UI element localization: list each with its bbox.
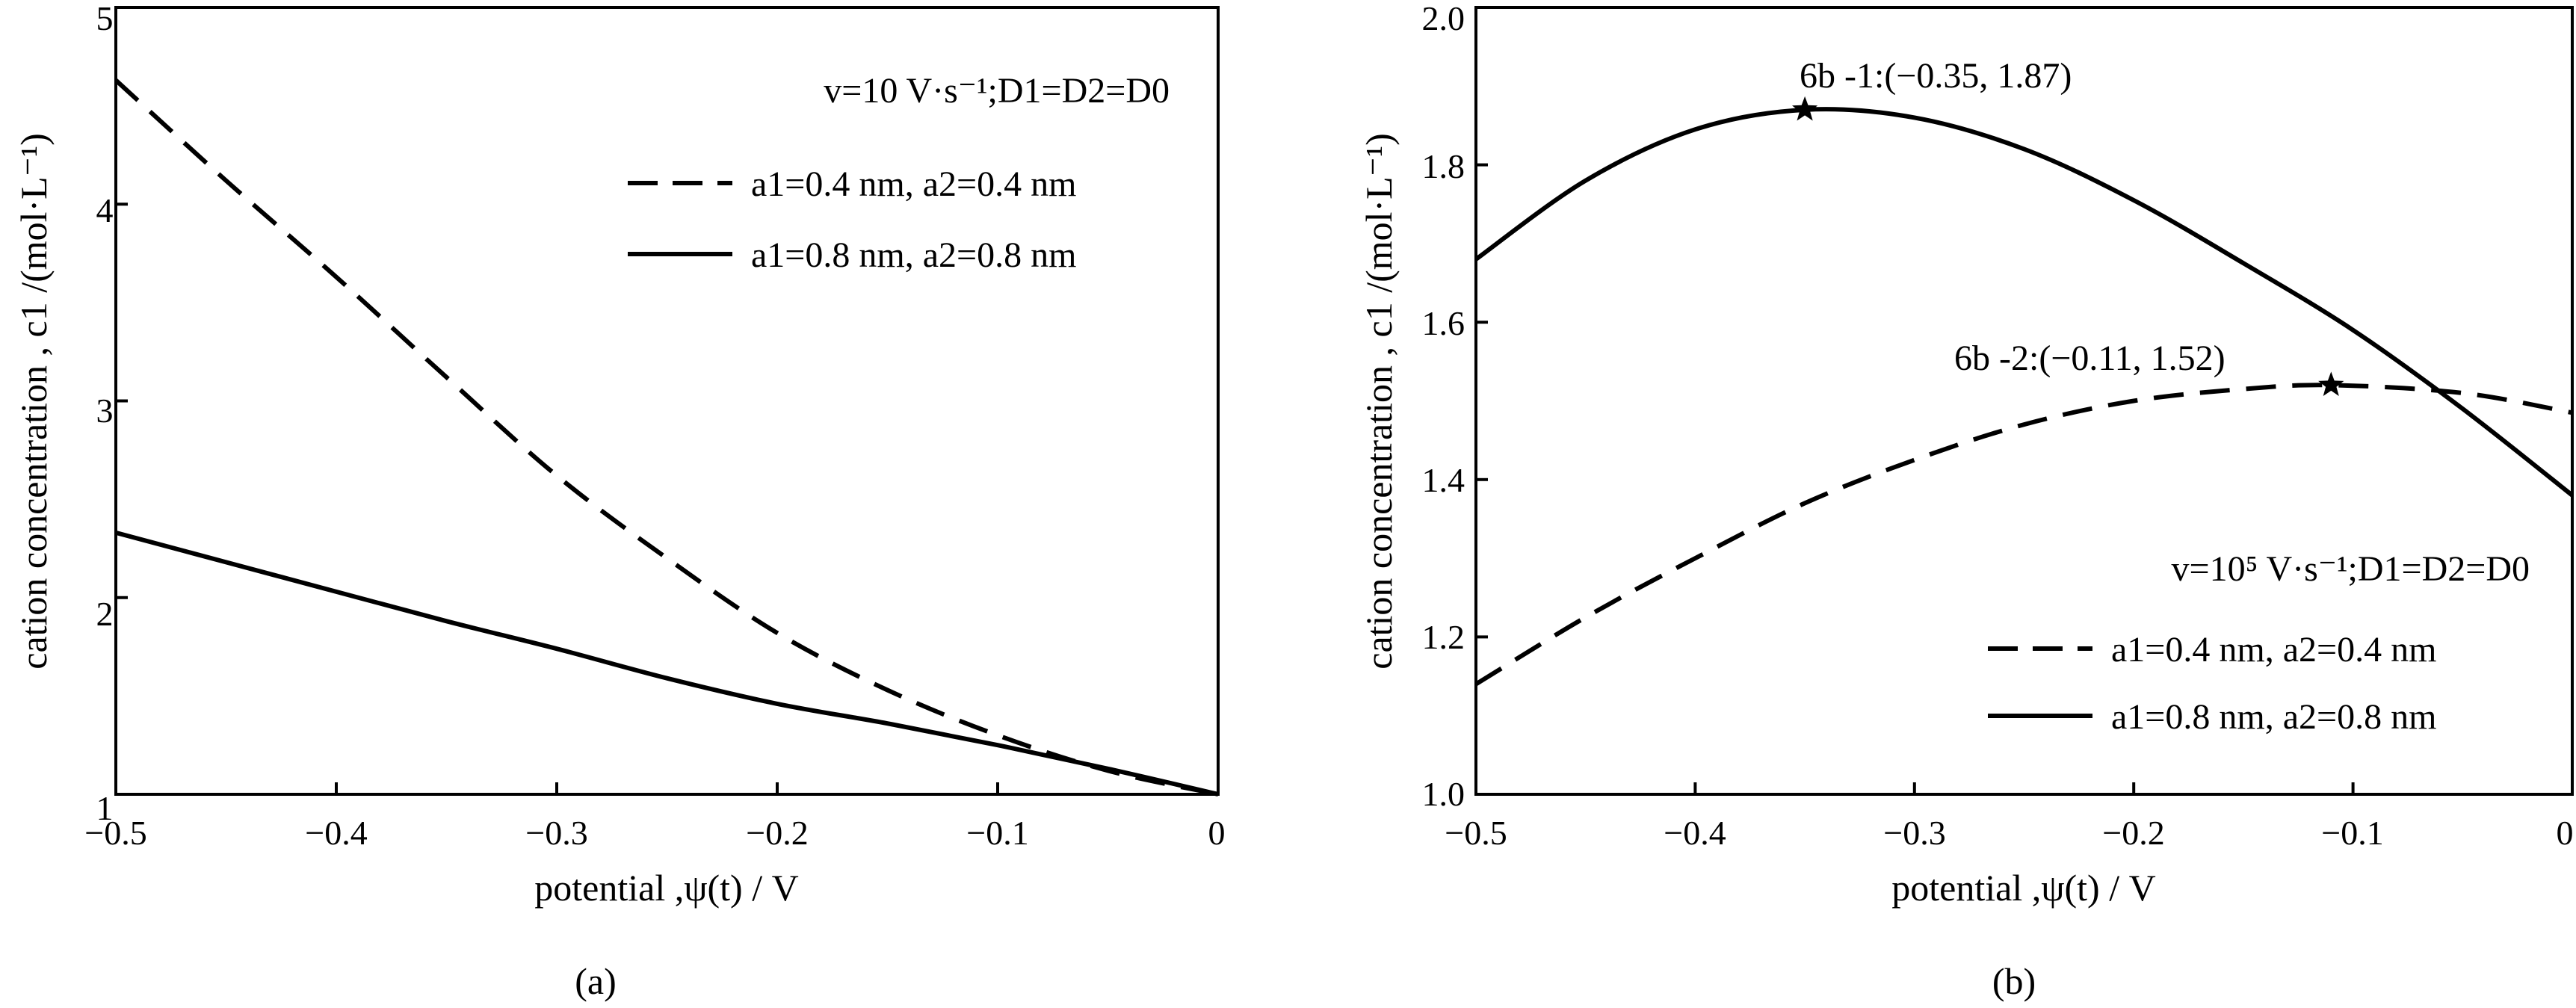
y-axis-label-a: cation concentration , c1 /(mol·L⁻¹)	[13, 133, 55, 670]
y-tick-label-b: 1.8	[1422, 147, 1465, 185]
axis-ticks-b	[1474, 6, 2574, 796]
x-tick-label-a: −0.1	[966, 814, 1028, 852]
y-tick-label-b: 2.0	[1422, 0, 1465, 37]
panel-a: 1 2 3 4 5 −0.5 −0.4 −0.3 −0.2 −0.1 0 pot…	[13, 0, 1226, 1002]
x-tick-label-b: −0.2	[2102, 814, 2164, 852]
x-tick-label-a: 0	[1208, 814, 1226, 852]
legend-title-a: v=10 V·s⁻¹;D1=D2=D0	[824, 71, 1170, 111]
series-group-b	[1474, 107, 2574, 687]
legend-label-a: a1=0.8 nm, a2=0.8 nm	[751, 235, 1076, 275]
x-tick-label-a: −0.3	[525, 814, 587, 852]
series-line-dashed-a	[114, 78, 1219, 797]
series-line-dashed-b	[1474, 383, 2573, 687]
legend-label-a: a1=0.4 nm, a2=0.4 nm	[751, 164, 1076, 204]
panel-label-b: (b)	[1992, 960, 2036, 1002]
series-line-solid-b	[1474, 107, 2574, 498]
y-axis-label-b: cation concentration , c1 /(mol·L⁻¹)	[1358, 133, 1400, 670]
panel-b: 1.0 1.2 1.4 1.6 1.8 2.0 −0.5 −0.4 −0.3 −…	[1358, 0, 2574, 1002]
y-tick-label-b: 1.4	[1422, 461, 1465, 499]
series-line-solid-a	[115, 531, 1219, 797]
annotation-star-marker	[2318, 371, 2344, 396]
y-tick-label-b: 1.6	[1422, 304, 1465, 342]
legend-title-b: v=10⁵ V·s⁻¹;D1=D2=D0	[2172, 549, 2530, 589]
y-tick-label-b: 1.0	[1422, 775, 1465, 813]
x-tick-label-b: −0.5	[1445, 814, 1507, 852]
y-tick-label-a: 4	[96, 191, 114, 229]
x-tick-label-b: −0.1	[2321, 814, 2383, 852]
y-tick-label-b: 1.2	[1422, 618, 1465, 656]
annotation-label-b: 6b -1:(−0.35, 1.87)	[1800, 56, 2072, 96]
y-tick-label-a: 2	[96, 595, 114, 633]
x-tick-label-a: −0.4	[305, 814, 367, 852]
x-tick-label-b: −0.3	[1883, 814, 1945, 852]
axis-ticks-a	[114, 6, 1220, 796]
x-axis-label-b: potential ,ψ(t) / V	[1891, 867, 2155, 909]
x-tick-label-b: 0	[2557, 814, 2574, 852]
annotation-markers-b	[1792, 96, 2344, 396]
x-tick-label-a: −0.5	[84, 814, 146, 852]
y-tick-label-a: 5	[96, 0, 114, 37]
x-tick-label-a: −0.2	[746, 814, 808, 852]
y-tick-label-a: 1	[96, 789, 114, 827]
legend-label-b: a1=0.8 nm, a2=0.8 nm	[2111, 697, 2436, 737]
x-axis-label-a: potential ,ψ(t) / V	[534, 867, 798, 909]
x-tick-label-b: −0.4	[1664, 814, 1726, 852]
y-tick-label-a: 3	[96, 392, 114, 430]
series-group-a	[114, 78, 1219, 797]
annotation-label-b: 6b -2:(−0.11, 1.52)	[1954, 338, 2226, 378]
plot-frame-b	[1474, 6, 2574, 796]
panel-label-a: (a)	[575, 960, 617, 1002]
annotation-star-marker	[1792, 96, 1818, 121]
legend-label-b: a1=0.4 nm, a2=0.4 nm	[2111, 630, 2436, 670]
